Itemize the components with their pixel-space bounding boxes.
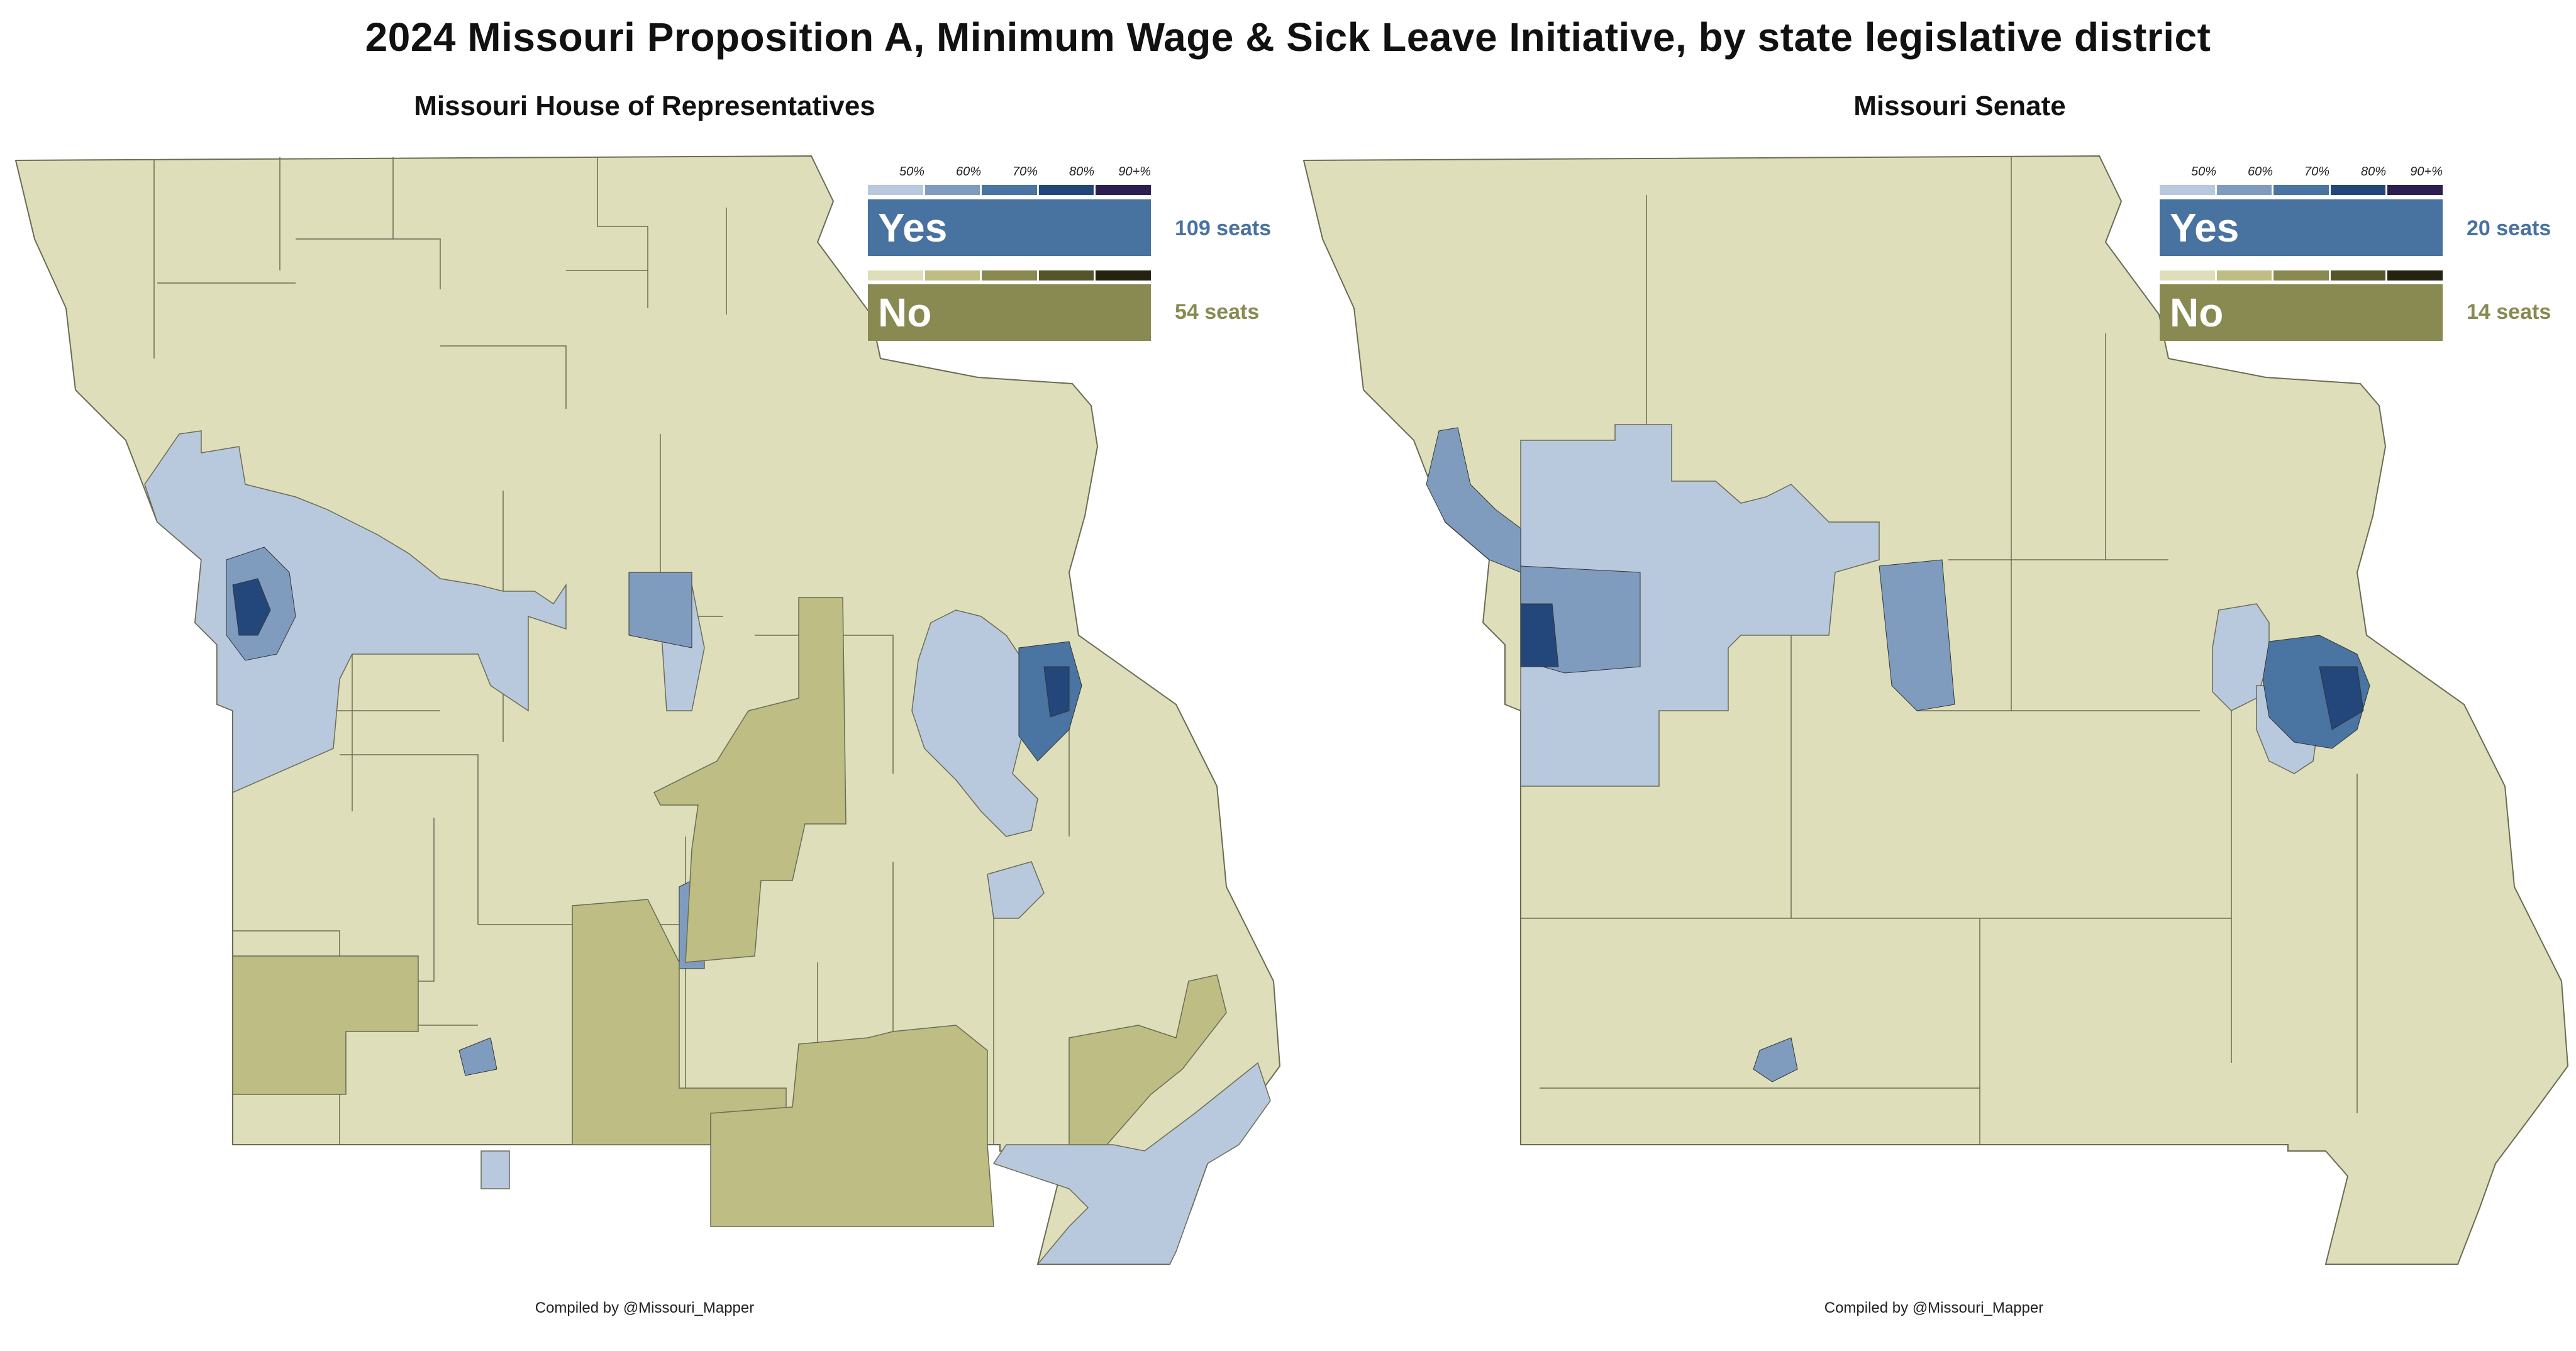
yes-swatch (2273, 185, 2329, 195)
tick-90: 90+% (1118, 165, 1151, 179)
yes-swatch (1038, 185, 1094, 195)
no-swatch (2160, 270, 2215, 281)
yes-color-scale (2160, 185, 2443, 195)
house-district-map (14, 155, 1281, 1265)
yes-swatch (868, 185, 923, 195)
yes-legend-box: Yes (868, 199, 1151, 256)
district-boundaries (1521, 157, 2358, 1145)
tick-90: 90+% (2410, 165, 2443, 179)
senate-map-panel: Missouri Senate 50% 60% 70% (1288, 82, 2576, 1351)
yes-districts-strong (1426, 427, 2370, 1082)
credit-text: Compiled by @Missouri_Mapper (535, 1299, 755, 1316)
no-swatch (1038, 270, 1094, 281)
yes-districts-light (144, 430, 1271, 1265)
no-legend-box: No (868, 284, 1151, 341)
tick-70: 70% (1012, 165, 1038, 179)
senate-map-subtitle: Missouri Senate (1853, 91, 2066, 121)
no-swatch (2273, 270, 2329, 281)
yes-swatch (2387, 185, 2443, 195)
house-map-panel: Missouri House of Representatives (0, 82, 1288, 1351)
house-map-subtitle: Missouri House of Representatives (414, 91, 875, 121)
no-districts-strong (232, 597, 1227, 1227)
no-color-scale (868, 270, 1151, 281)
yes-swatch (982, 185, 1037, 195)
legend-ticks: 50% 60% 70% 80% 90+% (868, 165, 1151, 184)
legend-ticks: 50% 60% 70% 80% 90+% (2160, 165, 2443, 184)
no-seat-count: 14 seats (2467, 300, 2551, 324)
yes-swatch (2330, 185, 2386, 195)
credit-text: Compiled by @Missouri_Mapper (1824, 1299, 2044, 1316)
no-swatch (2387, 270, 2443, 281)
map-title: 2024 Missouri Proposition A, Minimum Wag… (365, 14, 2211, 60)
yes-swatch (1096, 185, 1151, 195)
no-swatch (868, 270, 923, 281)
no-swatch (924, 270, 980, 281)
no-color-scale (2160, 270, 2443, 281)
no-seat-count: 54 seats (1175, 300, 1260, 324)
yes-legend-box: Yes (2160, 199, 2443, 256)
tick-80: 80% (1069, 165, 1094, 179)
yes-swatch (2160, 185, 2215, 195)
tick-50: 50% (899, 165, 924, 179)
yes-swatch (2216, 185, 2272, 195)
senate-district-map (1302, 155, 2569, 1265)
yes-seat-count: 20 seats (2467, 216, 2551, 240)
no-legend-box: No (2160, 284, 2443, 341)
no-swatch (2216, 270, 2272, 281)
no-swatch (2330, 270, 2386, 281)
yes-swatch (924, 185, 980, 195)
tick-50: 50% (2190, 165, 2216, 179)
yes-seat-count: 109 seats (1175, 216, 1272, 240)
tick-60: 60% (2247, 165, 2273, 179)
tick-60: 60% (955, 165, 981, 179)
senate-legend: 50% 60% 70% 80% 90+% Yes 20 seats No 14 … (2160, 165, 2576, 416)
no-swatch (982, 270, 1037, 281)
tick-80: 80% (2360, 165, 2386, 179)
yes-color-scale (868, 185, 1151, 195)
yes-districts-strong (226, 547, 1082, 1092)
no-swatch (1096, 270, 1151, 281)
house-legend: 50% 60% 70% 80% 90+% Yes 109 seats No 54… (868, 165, 1321, 416)
tick-70: 70% (2304, 165, 2329, 179)
